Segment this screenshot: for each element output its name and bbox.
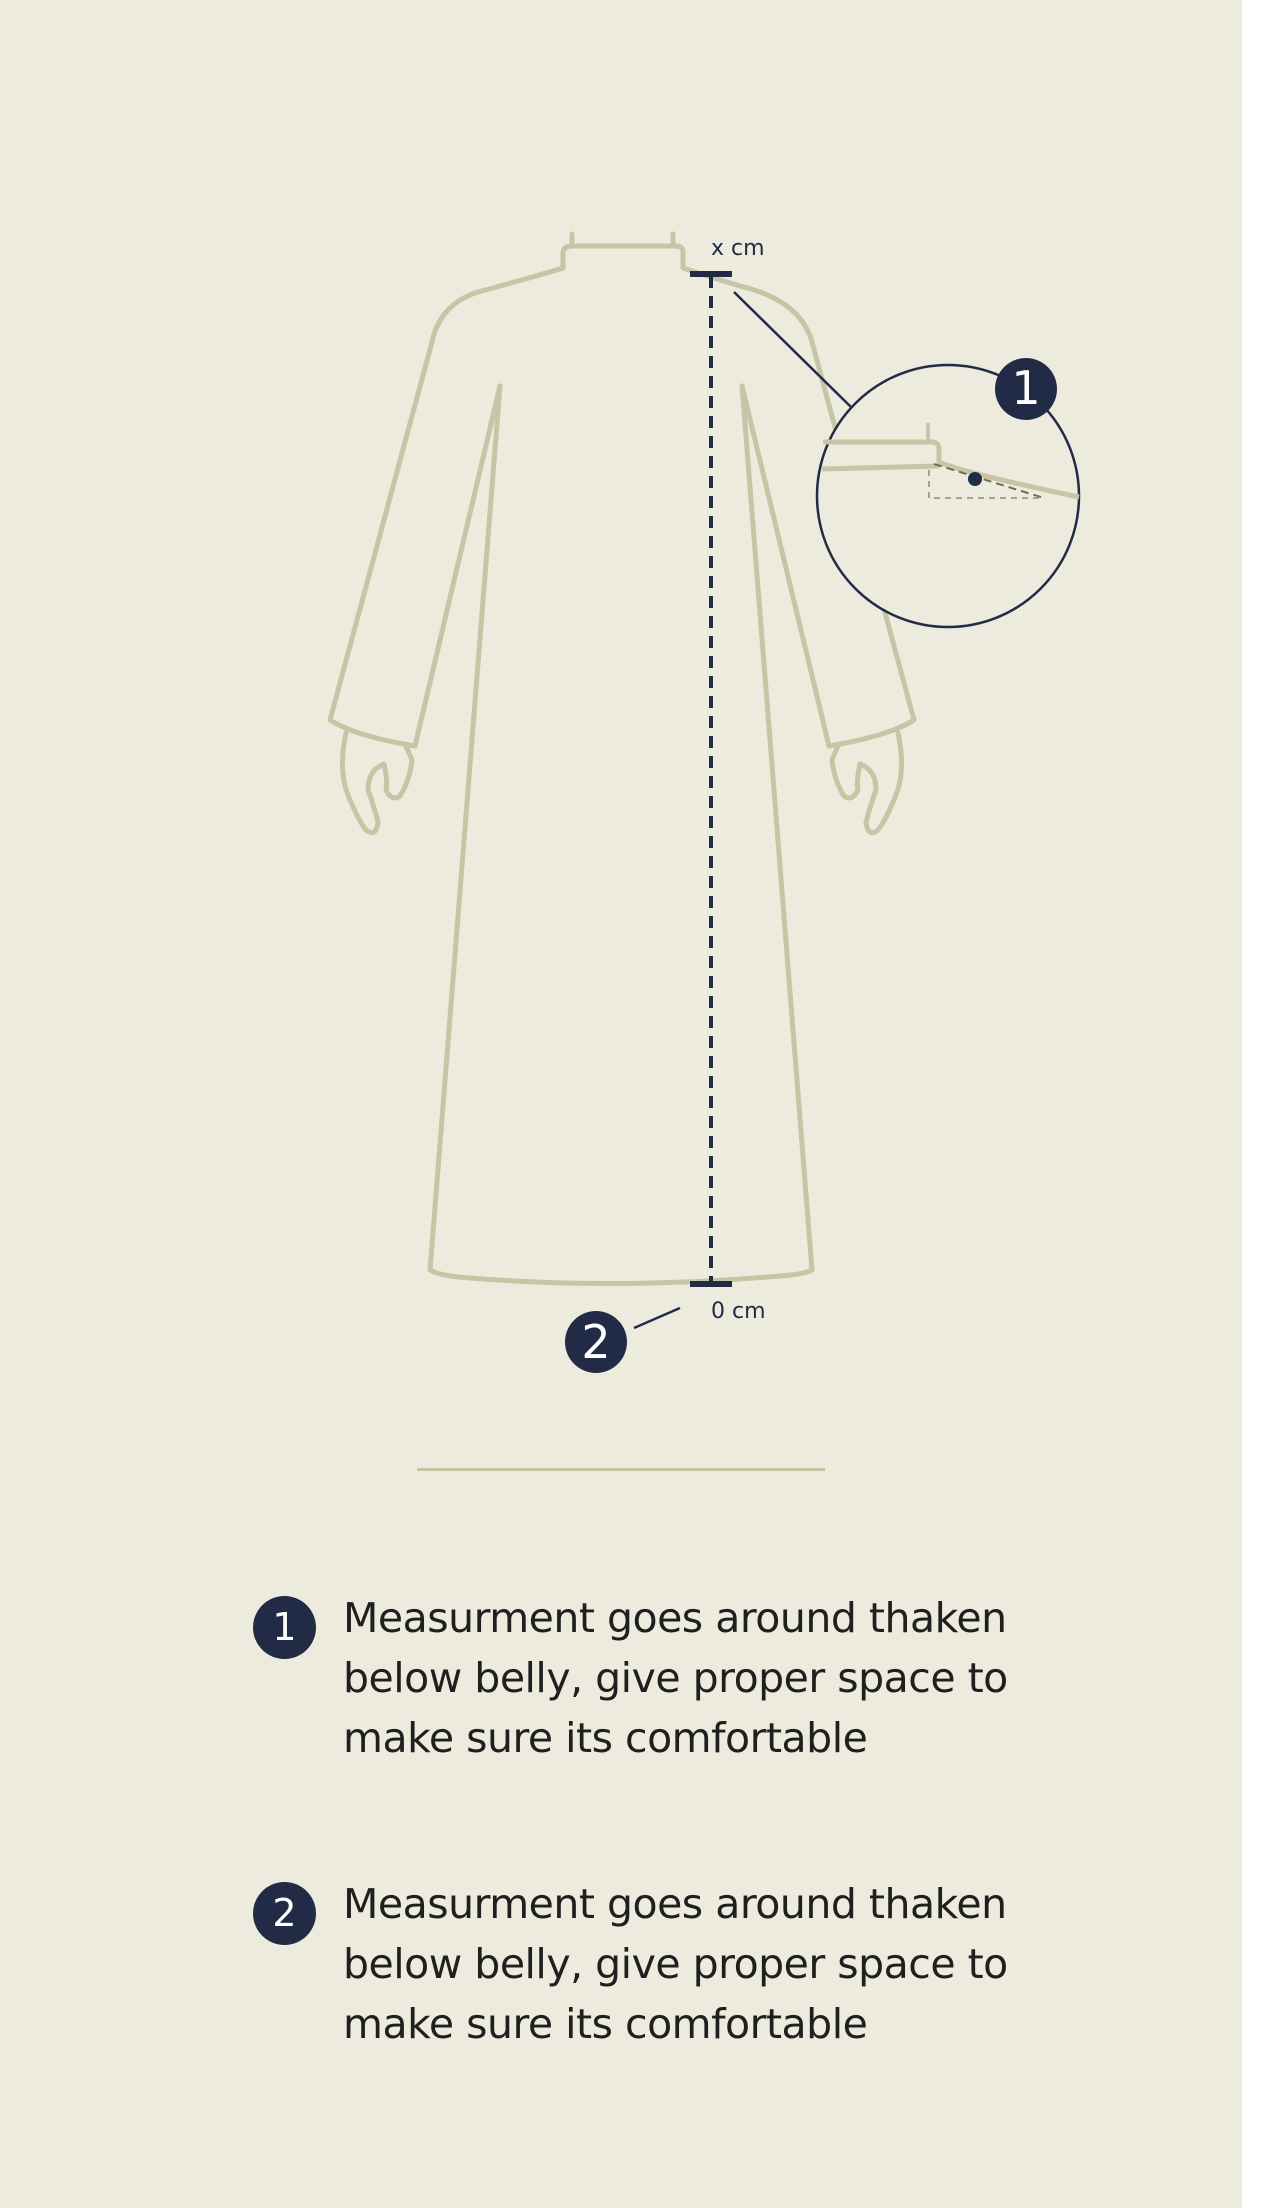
zoom-leader-line (733, 291, 853, 409)
legend-badge-1: 1 (253, 1596, 316, 1659)
garment-collar (560, 243, 686, 271)
garment-body-left (427, 383, 503, 1273)
zoom-shoulder-dashes (933, 463, 1045, 499)
garment-body-right (739, 383, 815, 1273)
hem-marker-leader (633, 1306, 681, 1330)
garment-shoulder-left (429, 265, 566, 345)
garment-hand-left (340, 730, 415, 836)
zoom-collar-inner (821, 463, 940, 472)
legend-divider (417, 1468, 825, 1471)
hem-marker: 2 (565, 1306, 681, 1373)
hem-marker-2-number: 2 (581, 1315, 610, 1369)
zoom-marker-1-number: 1 (1011, 361, 1040, 415)
legend-item-2: 2 Measurment goes around thaken below be… (253, 1874, 1073, 2054)
shoulder-zoom-detail: 1 (815, 358, 1081, 629)
zoom-marker-1 (995, 358, 1057, 420)
garment-sleeve-right (739, 339, 917, 749)
zoom-collar-detail (823, 439, 1080, 500)
garment-hem (427, 1267, 815, 1287)
legend-item-1: 1 Measurment goes around thaken below be… (253, 1588, 1073, 1768)
garment-hand-right (829, 730, 904, 836)
length-measurement: x cm 0 cm (690, 236, 766, 1324)
legend-text-1: Measurment goes around thaken below bell… (343, 1594, 1008, 1762)
garment-sleeve-left (327, 339, 503, 749)
legend-badge-2: 2 (253, 1882, 316, 1945)
illustration-panel: x cm 0 cm 1 2 (0, 0, 1242, 2208)
garment-outline (327, 231, 917, 1287)
hem-marker-2 (565, 1311, 627, 1373)
zoom-guide-dashes (928, 470, 1044, 499)
top-measurement-label: x cm (711, 236, 765, 261)
legend-text-2: Measurment goes around thaken below bell… (343, 1880, 1008, 2048)
garment-measurement-diagram: x cm 0 cm 1 2 (327, 231, 1081, 1373)
measurement-point-dot (968, 472, 982, 486)
bottom-measurement-label: 0 cm (711, 1299, 766, 1324)
